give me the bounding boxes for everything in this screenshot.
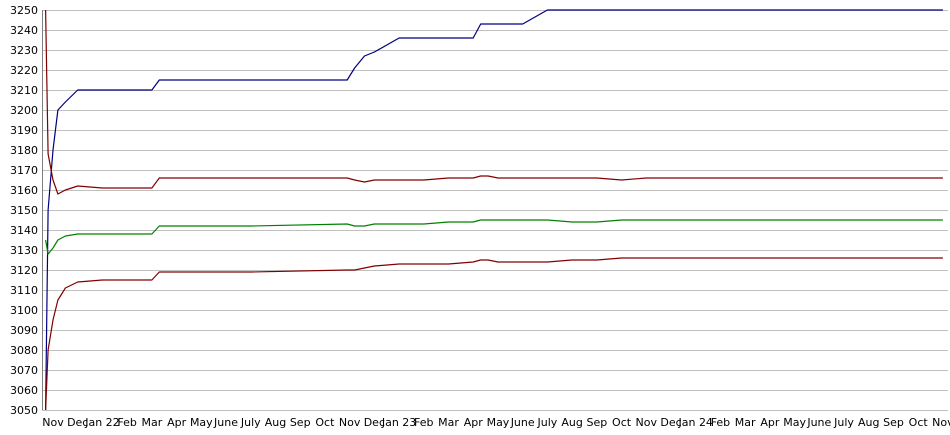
series-line-3 — [45, 219, 943, 255]
y-tick-label: 3130 — [10, 244, 38, 257]
y-tick-label: 3070 — [10, 364, 38, 377]
x-tick-label: Nov — [932, 416, 950, 429]
series-line-4 — [45, 257, 943, 411]
y-axis-ticks: 3050 3060 3070 3080 3090 3100 3110 3120 3130 3140… — [10, 4, 38, 417]
x-tick-label: Oct — [612, 416, 632, 429]
x-tick-label: Feb — [117, 416, 136, 429]
y-tick-label: 3080 — [10, 344, 38, 357]
x-tick-label: Aug — [265, 416, 286, 429]
x-tick-label: Sep — [883, 416, 904, 429]
x-tick-label: Dec — [67, 416, 88, 429]
x-tick-label: Nov — [42, 416, 64, 429]
plot-area — [45, 9, 943, 411]
y-tick-label: 3160 — [10, 184, 38, 197]
x-tick-label: Aug — [858, 416, 879, 429]
x-tick-label: Apr — [464, 416, 484, 429]
y-tick-label: 3100 — [10, 304, 38, 317]
x-tick-label: Mar — [141, 416, 162, 429]
x-tick-label: Aug — [561, 416, 582, 429]
x-tick-label: Jan 24 — [677, 416, 712, 429]
x-tick-label: Dec — [660, 416, 681, 429]
x-tick-label: Jan 22 — [84, 416, 119, 429]
y-tick-label: 3190 — [10, 124, 38, 137]
y-tick-label: 3220 — [10, 64, 38, 77]
x-tick-label: July — [833, 416, 854, 429]
grid — [42, 10, 948, 411]
y-tick-label: 3050 — [10, 404, 38, 417]
x-tick-label: Jan 23 — [381, 416, 416, 429]
y-tick-label: 3230 — [10, 44, 38, 57]
x-tick-label: May — [487, 416, 510, 429]
x-tick-label: June — [806, 416, 831, 429]
x-tick-label: Mar — [438, 416, 459, 429]
x-tick-label: Feb — [711, 416, 730, 429]
x-tick-label: Dec — [364, 416, 385, 429]
x-tick-label: May — [190, 416, 213, 429]
x-tick-label: Sep — [290, 416, 311, 429]
series-line-1 — [45, 9, 943, 411]
x-tick-label: Feb — [414, 416, 433, 429]
x-tick-label: Oct — [909, 416, 929, 429]
x-tick-label: Mar — [735, 416, 756, 429]
x-tick-label: Sep — [586, 416, 607, 429]
x-tick-label: July — [537, 416, 558, 429]
y-tick-label: 3120 — [10, 264, 38, 277]
x-tick-label: Apr — [167, 416, 187, 429]
y-tick-label: 3060 — [10, 384, 38, 397]
y-tick-label: 3240 — [10, 24, 38, 37]
x-tick-label: Nov — [636, 416, 658, 429]
y-tick-label: 3180 — [10, 144, 38, 157]
x-tick-label: Nov — [339, 416, 361, 429]
y-tick-label: 3110 — [10, 284, 38, 297]
y-tick-label: 3150 — [10, 204, 38, 217]
x-tick-label: Oct — [315, 416, 335, 429]
y-tick-label: 3210 — [10, 84, 38, 97]
x-tick-label: June — [510, 416, 535, 429]
y-tick-label: 3250 — [10, 4, 38, 17]
x-tick-label: May — [783, 416, 806, 429]
y-tick-label: 3170 — [10, 164, 38, 177]
series-line-2 — [45, 9, 943, 195]
y-tick-label: 3090 — [10, 324, 38, 337]
y-tick-label: 3140 — [10, 224, 38, 237]
x-tick-label: June — [213, 416, 238, 429]
x-tick-label: July — [240, 416, 261, 429]
x-tick-label: Apr — [760, 416, 780, 429]
y-tick-label: 3200 — [10, 104, 38, 117]
